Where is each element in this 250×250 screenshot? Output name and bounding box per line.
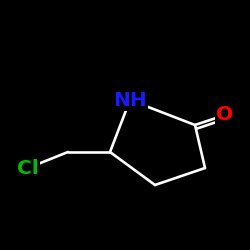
Text: O: O xyxy=(216,106,234,124)
Text: NH: NH xyxy=(113,90,147,110)
Text: Cl: Cl xyxy=(17,158,39,178)
